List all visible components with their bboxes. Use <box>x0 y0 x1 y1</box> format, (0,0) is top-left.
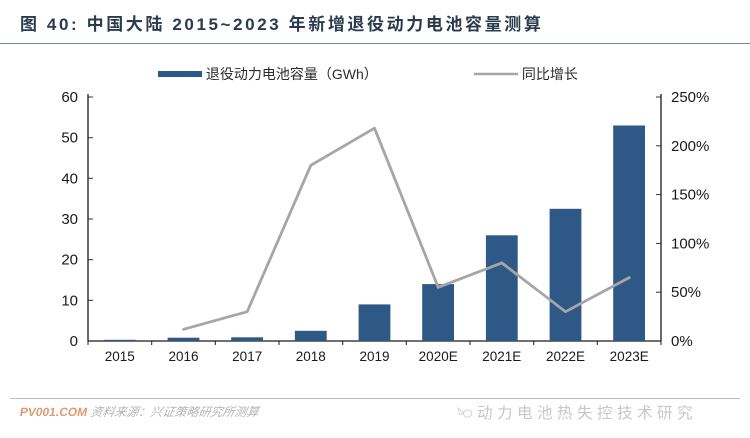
svg-text:20: 20 <box>61 252 78 269</box>
svg-text:2018: 2018 <box>296 349 326 364</box>
svg-text:2023E: 2023E <box>610 349 649 364</box>
svg-text:2021E: 2021E <box>482 349 521 364</box>
svg-text:0%: 0% <box>671 333 693 350</box>
svg-text:100%: 100% <box>671 235 709 252</box>
svg-text:200%: 200% <box>671 138 709 155</box>
svg-text:0: 0 <box>70 333 78 350</box>
svg-text:2019: 2019 <box>359 349 389 364</box>
svg-text:50%: 50% <box>671 284 701 301</box>
svg-text:60: 60 <box>61 90 78 106</box>
svg-text:2015: 2015 <box>105 349 135 364</box>
svg-text:50: 50 <box>61 130 78 147</box>
svg-text:10: 10 <box>61 292 78 309</box>
svg-text:2020E: 2020E <box>419 349 458 364</box>
svg-text:2017: 2017 <box>232 349 262 364</box>
svg-text:150%: 150% <box>671 187 709 204</box>
svg-text:2016: 2016 <box>168 349 198 364</box>
svg-text:250%: 250% <box>671 90 709 106</box>
svg-text:30: 30 <box>61 211 78 228</box>
svg-text:40: 40 <box>61 170 78 187</box>
svg-text:2022E: 2022E <box>546 349 585 364</box>
